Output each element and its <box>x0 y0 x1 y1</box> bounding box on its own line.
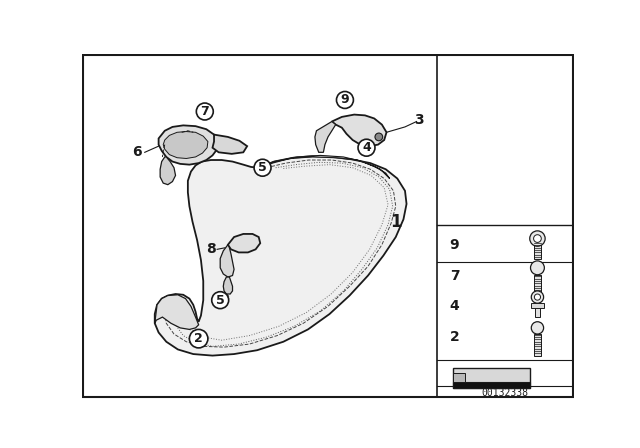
Bar <box>535 308 540 317</box>
Polygon shape <box>212 134 247 154</box>
Polygon shape <box>332 115 387 146</box>
Circle shape <box>531 322 543 334</box>
Bar <box>437 55 573 397</box>
Text: 4: 4 <box>362 141 371 154</box>
Circle shape <box>212 292 228 309</box>
Polygon shape <box>228 234 260 252</box>
Bar <box>534 275 541 292</box>
Text: 9: 9 <box>450 238 460 252</box>
Circle shape <box>258 165 264 171</box>
Circle shape <box>254 159 271 176</box>
Text: 7: 7 <box>450 268 460 283</box>
Circle shape <box>531 291 543 303</box>
Bar <box>534 334 541 356</box>
Circle shape <box>375 133 383 141</box>
Text: 6: 6 <box>132 145 142 159</box>
Bar <box>531 303 543 308</box>
Text: 2: 2 <box>450 330 460 344</box>
Bar <box>534 243 541 258</box>
Text: 5: 5 <box>216 293 225 307</box>
Polygon shape <box>155 156 406 356</box>
Circle shape <box>534 294 541 300</box>
Bar <box>452 373 465 382</box>
Circle shape <box>530 231 545 246</box>
Polygon shape <box>163 132 208 159</box>
Text: 7: 7 <box>200 105 209 118</box>
Text: 9: 9 <box>340 94 349 107</box>
Circle shape <box>337 91 353 108</box>
Text: 8: 8 <box>206 242 216 256</box>
Polygon shape <box>220 245 234 277</box>
Text: 5: 5 <box>258 161 267 174</box>
Circle shape <box>534 235 541 242</box>
Polygon shape <box>155 295 198 329</box>
Text: 1: 1 <box>390 213 401 231</box>
Circle shape <box>196 103 213 120</box>
Polygon shape <box>315 121 336 152</box>
Polygon shape <box>259 155 390 178</box>
Circle shape <box>358 139 375 156</box>
Bar <box>452 368 530 388</box>
Polygon shape <box>223 277 232 294</box>
Bar <box>452 382 530 388</box>
Text: 4: 4 <box>450 299 460 313</box>
Text: 3: 3 <box>414 113 424 127</box>
Text: 2: 2 <box>195 332 203 345</box>
Circle shape <box>189 329 208 348</box>
Circle shape <box>531 261 545 275</box>
Text: 00132338: 00132338 <box>482 388 529 397</box>
Polygon shape <box>160 157 175 185</box>
Polygon shape <box>159 125 219 165</box>
